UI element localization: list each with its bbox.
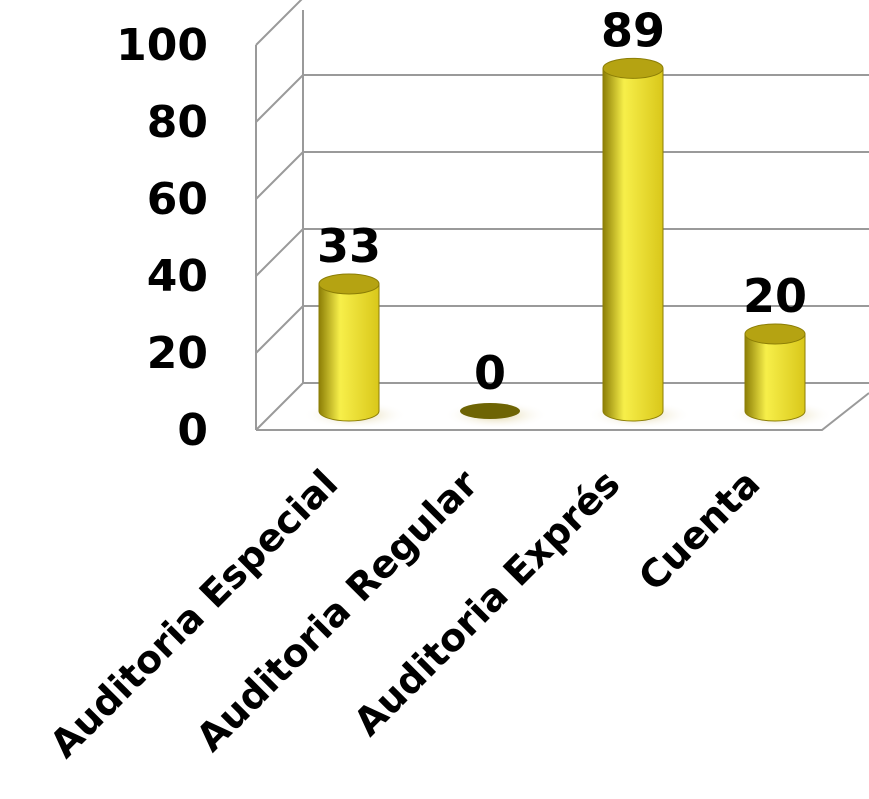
y-tick-label: 0	[177, 405, 208, 456]
data-label: 33	[317, 219, 381, 273]
y-axis-ticks: 0 20 40 60 80 100	[116, 20, 208, 456]
gridlines	[255, 0, 869, 431]
bar-4	[729, 323, 833, 429]
gridline	[255, 0, 303, 46]
gridline	[255, 151, 869, 200]
bar-body	[602, 67, 664, 422]
bar-2	[444, 401, 548, 429]
x-tick-label: Auditoria Exprés	[345, 461, 628, 744]
gridline	[255, 382, 869, 431]
bar-top-cap	[744, 323, 806, 345]
y-tick-label: 80	[147, 97, 208, 148]
gridline	[255, 74, 869, 123]
floor-front-edge	[256, 392, 869, 431]
bar-body	[744, 333, 806, 422]
bar-top-cap	[318, 273, 380, 295]
bar-zero-disk	[460, 403, 520, 419]
data-labels: 33 0 89 20	[317, 3, 807, 400]
chart-walls	[255, 10, 869, 431]
y-tick-label: 60	[147, 174, 208, 225]
x-tick-label: Auditoria Especial	[41, 461, 346, 766]
x-tick-label: Cuenta	[630, 461, 768, 599]
y-tick-label: 20	[147, 328, 208, 379]
y-tick-label: 100	[116, 20, 208, 71]
gridline	[255, 228, 869, 277]
bar-body	[318, 283, 380, 422]
bar-top-cap	[602, 57, 664, 79]
bar-3	[587, 57, 691, 429]
bar-1	[303, 273, 407, 429]
gridline	[255, 305, 869, 354]
x-tick-label: Auditoria Regular	[188, 461, 487, 760]
bars	[303, 57, 833, 429]
data-label: 89	[601, 3, 665, 57]
y-tick-label: 40	[147, 251, 208, 302]
data-label: 20	[743, 269, 807, 323]
data-label: 0	[474, 346, 506, 400]
